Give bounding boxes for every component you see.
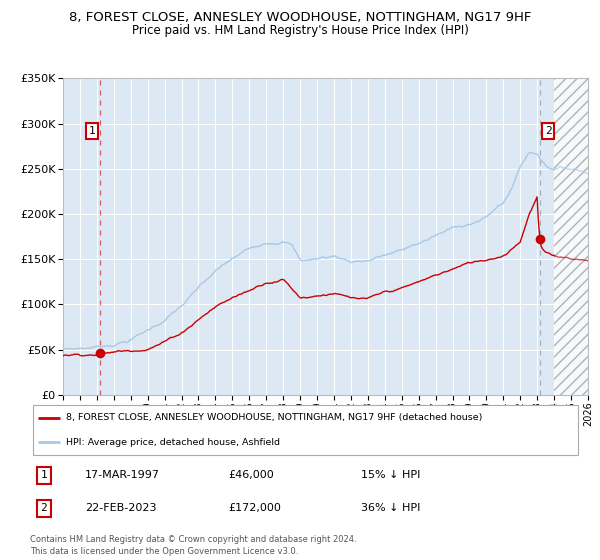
Text: 36% ↓ HPI: 36% ↓ HPI (361, 503, 421, 513)
Text: 2: 2 (40, 503, 47, 513)
Text: 17-MAR-1997: 17-MAR-1997 (85, 470, 160, 480)
Text: 8, FOREST CLOSE, ANNESLEY WOODHOUSE, NOTTINGHAM, NG17 9HF (detached house): 8, FOREST CLOSE, ANNESLEY WOODHOUSE, NOT… (66, 413, 482, 422)
Text: 15% ↓ HPI: 15% ↓ HPI (361, 470, 421, 480)
Text: 22-FEB-2023: 22-FEB-2023 (85, 503, 157, 513)
Text: 2: 2 (545, 126, 551, 136)
Text: HPI: Average price, detached house, Ashfield: HPI: Average price, detached house, Ashf… (66, 437, 280, 446)
Text: 1: 1 (40, 470, 47, 480)
Text: £172,000: £172,000 (229, 503, 281, 513)
Text: Contains HM Land Registry data © Crown copyright and database right 2024.
This d: Contains HM Land Registry data © Crown c… (30, 535, 356, 556)
FancyBboxPatch shape (33, 405, 578, 455)
Text: £46,000: £46,000 (229, 470, 274, 480)
Text: Price paid vs. HM Land Registry's House Price Index (HPI): Price paid vs. HM Land Registry's House … (131, 24, 469, 37)
Bar (554, 78, 588, 395)
Text: 1: 1 (89, 126, 95, 136)
Text: 8, FOREST CLOSE, ANNESLEY WOODHOUSE, NOTTINGHAM, NG17 9HF: 8, FOREST CLOSE, ANNESLEY WOODHOUSE, NOT… (69, 11, 531, 24)
